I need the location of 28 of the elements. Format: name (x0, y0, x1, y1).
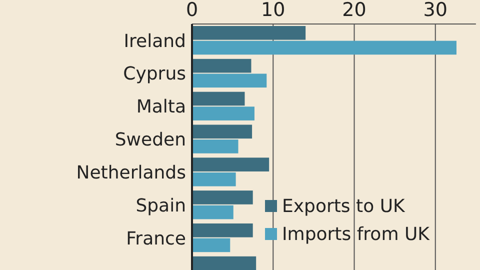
legend-label: Exports to UK (282, 196, 406, 217)
x-tick-label: 10 (261, 0, 286, 21)
x-tick-label: 20 (342, 0, 366, 21)
y-tick-label: Cyprus (123, 64, 186, 85)
legend-label: Imports from UK (282, 224, 431, 245)
bar (192, 172, 236, 186)
y-tick-label: France (126, 228, 186, 250)
bar (192, 158, 270, 172)
y-tick-label: Ireland (124, 30, 186, 52)
bar (192, 190, 253, 204)
bar (192, 124, 252, 139)
y-tick-label: Malta (136, 96, 186, 118)
y-tick-label: Spain (136, 195, 186, 216)
bar (192, 26, 306, 40)
bar (192, 74, 267, 88)
y-tick-label: Netherlands (76, 162, 186, 184)
x-tick-label: 30 (423, 0, 448, 21)
bar (192, 140, 238, 154)
y-tick-label: Sweden (114, 130, 186, 151)
bar (192, 205, 234, 220)
bar (192, 238, 230, 252)
bar (192, 256, 256, 270)
bar (192, 223, 253, 238)
bar (192, 106, 254, 120)
bar (192, 40, 456, 55)
bar (192, 58, 252, 73)
x-tick-label: 0 (186, 0, 198, 21)
bar (192, 92, 245, 106)
